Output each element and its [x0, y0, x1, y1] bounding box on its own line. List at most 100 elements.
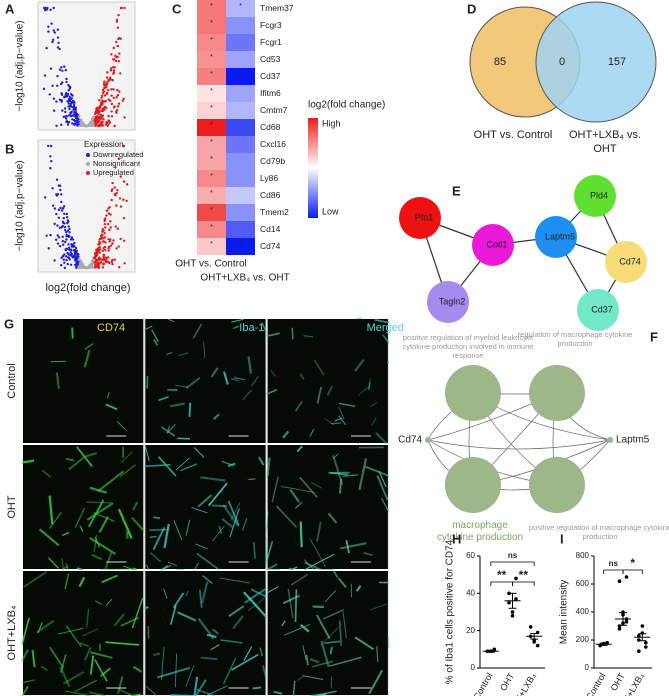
cell-process [345, 540, 350, 554]
heat-cell [226, 170, 255, 187]
cell-process [387, 637, 390, 649]
volcano-point [68, 114, 71, 117]
gene-label: Fcgr1 [260, 37, 282, 47]
cell-process [312, 660, 334, 668]
volcano-point [113, 124, 116, 128]
heat-cell [226, 136, 255, 153]
cell-process [222, 371, 229, 385]
volcano-point [74, 110, 78, 114]
volcano-point [61, 224, 64, 228]
volcano-point [101, 262, 105, 265]
volcano-point [96, 258, 100, 261]
volcano-point [63, 228, 67, 232]
cell-process [252, 686, 262, 690]
cell-process [146, 564, 150, 571]
volcano-point [60, 263, 63, 267]
y-tick-label: 20 [466, 626, 475, 635]
significance-star: * [210, 71, 213, 78]
volcano-point [58, 226, 62, 229]
volcano-point [74, 263, 77, 267]
volcano-point [70, 97, 73, 100]
cell-process [370, 603, 387, 611]
heat-cell [226, 187, 255, 204]
volcano-point [67, 256, 70, 259]
micrograph [144, 318, 267, 444]
term-label: macrophage cytokine production [437, 520, 523, 543]
cell-process [270, 370, 277, 377]
volcano-point [119, 205, 123, 208]
volcano-point [86, 124, 89, 127]
volcano-point [98, 248, 102, 251]
sig-bracket [603, 569, 624, 574]
gene-label: Cd74 [260, 241, 281, 251]
channel-label: CD74 [97, 322, 125, 334]
cell-process [247, 356, 253, 374]
volcano-point [53, 222, 56, 226]
volcano-point [111, 78, 114, 82]
volcano-point [115, 247, 118, 250]
cell-process [61, 558, 64, 571]
volcano-point [121, 99, 124, 103]
volcano-point [51, 40, 54, 44]
cell-process [149, 535, 157, 538]
cell-process [247, 596, 267, 611]
volcano-point [115, 40, 118, 44]
cell-process [79, 642, 89, 648]
volcano-point [94, 251, 98, 254]
sig-label: ** [519, 568, 529, 582]
heat-cell [197, 170, 226, 187]
cell-process [364, 465, 389, 477]
cell-process [299, 476, 318, 498]
volcano-point [97, 247, 100, 250]
cell-process [175, 653, 177, 687]
volcano-point [75, 116, 79, 119]
volcano-point [95, 249, 99, 252]
cell-process [297, 675, 305, 681]
volcano-point [98, 262, 101, 265]
cell-process [248, 478, 256, 481]
node-label: Pld4 [590, 190, 608, 200]
cell-process [200, 476, 226, 482]
volcano-point [43, 74, 47, 77]
y-axis-label: Mean intensity [559, 580, 570, 644]
cell-process [342, 474, 358, 478]
cell-process [21, 649, 29, 662]
cell-process [105, 403, 118, 411]
cell-process [332, 455, 344, 486]
cell-process [65, 625, 83, 648]
cell-process [194, 679, 207, 696]
cell-process [233, 377, 245, 381]
cell-process [68, 455, 86, 470]
volcano-point [104, 248, 107, 252]
data-point [510, 613, 515, 618]
cell-process [94, 600, 102, 605]
volcano-point [69, 114, 73, 118]
volcano-point [104, 83, 108, 86]
cell-process [357, 384, 372, 396]
volcano-point [68, 235, 71, 238]
volcano-point [65, 259, 68, 262]
data-point [637, 634, 641, 638]
cell-process [146, 685, 158, 696]
node-label: Cotl1 [486, 239, 507, 249]
volcano-point [61, 109, 64, 112]
cell-process [332, 453, 339, 459]
volcano-point [111, 188, 114, 191]
y-tick-label: 0 [471, 663, 476, 672]
volcano-point [45, 8, 49, 11]
volcano-point [98, 238, 101, 241]
micrograph [22, 444, 145, 570]
cell-process [332, 569, 339, 579]
volcano-point [60, 123, 63, 126]
volcano-point [112, 46, 115, 50]
volcano-point [49, 233, 52, 237]
volcano-point [109, 244, 113, 247]
volcano-point [56, 234, 59, 237]
cell-process [21, 459, 35, 464]
node [427, 281, 469, 323]
volcano-point [61, 207, 65, 210]
volcano-point [123, 6, 126, 10]
volcano-point [56, 74, 59, 78]
cell-process [303, 559, 315, 571]
volcano-point [68, 95, 71, 99]
